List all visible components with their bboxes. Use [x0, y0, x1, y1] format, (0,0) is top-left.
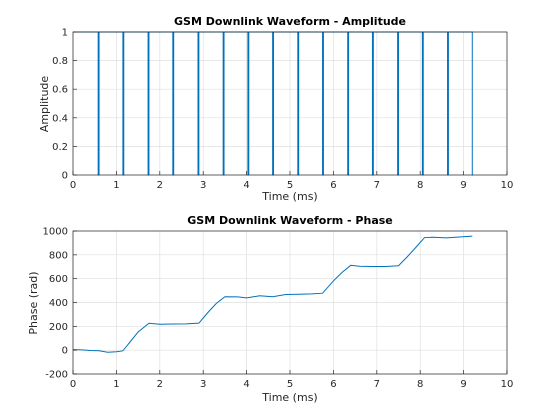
phase-ytick-label: -200 — [45, 370, 68, 381]
phase-xtick-label: 3 — [200, 379, 206, 390]
amplitude-xtick-label: 5 — [287, 180, 293, 191]
amplitude-xtick-label: 7 — [374, 180, 380, 191]
amplitude-xtick-label: 4 — [243, 180, 249, 191]
phase-xtick-label: 7 — [374, 379, 380, 390]
phase-trace-group — [72, 235, 473, 353]
amplitude-xtick-label: 2 — [157, 180, 163, 191]
phase-ytick-label: 0 — [62, 346, 68, 357]
amplitude-xtick-label: 8 — [417, 180, 423, 191]
amplitude-title: GSM Downlink Waveform - Amplitude — [174, 15, 406, 28]
amplitude-xtick-label: 1 — [113, 180, 119, 191]
phase-xtick-label: 6 — [330, 379, 336, 390]
amplitude-xtick-label: 3 — [200, 180, 206, 191]
phase-ylabel: Phase (rad) — [27, 271, 40, 334]
phase-y-ticks: -200 0 200 400 600 800 1000 — [43, 227, 77, 381]
phase-title: GSM Downlink Waveform - Phase — [187, 214, 393, 227]
phase-xtick-label: 4 — [243, 379, 249, 390]
amplitude-grid — [72, 31, 508, 176]
phase-xtick-label: 8 — [417, 379, 423, 390]
amplitude-ytick-label: 0.6 — [52, 85, 68, 96]
amplitude-xtick-label: 0 — [70, 180, 76, 191]
amplitude-ytick-label: 0.4 — [52, 113, 68, 124]
phase-ytick-label: 600 — [49, 274, 68, 285]
amplitude-trace-group — [73, 31, 474, 176]
phase-xtick-label: 2 — [157, 379, 163, 390]
amplitude-xtick-label: 6 — [330, 180, 336, 191]
amplitude-ylabel: Amplitude — [38, 76, 51, 133]
amplitude-series-line — [73, 31, 474, 176]
phase-xtick-label: 1 — [113, 379, 119, 390]
amplitude-x-ticks: 0 1 2 3 4 5 6 7 8 9 10 — [70, 171, 514, 191]
phase-xtick-label: 9 — [460, 379, 466, 390]
phase-x-ticks: 0 1 2 3 4 5 6 7 8 9 10 — [70, 370, 514, 390]
phase-series-line — [72, 235, 473, 353]
amplitude-subplot: GSM Downlink Waveform - Amplitude 0 1 2 3 4 5… — [38, 15, 513, 203]
phase-xtick-label: 0 — [70, 379, 76, 390]
phase-xtick-label: 5 — [287, 379, 293, 390]
amplitude-ytick-label: 0 — [62, 171, 68, 182]
phase-xlabel: Time (ms) — [261, 391, 317, 404]
amplitude-xtick-label: 10 — [501, 180, 514, 191]
amplitude-y-ticks: 0 0.2 0.4 0.6 0.8 1 — [52, 28, 77, 182]
phase-subplot: GSM Downlink Waveform - Phase 0 1 2 3 4 5 6 7 8 9… — [27, 214, 513, 404]
phase-ytick-label: 1000 — [43, 227, 68, 238]
phase-grid — [72, 230, 508, 375]
phase-xtick-label: 10 — [501, 379, 514, 390]
phase-ytick-label: 400 — [49, 298, 68, 309]
phase-ytick-label: 200 — [49, 322, 68, 333]
amplitude-ytick-label: 0.8 — [52, 56, 68, 67]
phase-ytick-label: 800 — [49, 250, 68, 261]
amplitude-ytick-label: 0.2 — [52, 142, 68, 153]
amplitude-xtick-label: 9 — [460, 180, 466, 191]
amplitude-ytick-label: 1 — [62, 28, 68, 39]
amplitude-xlabel: Time (ms) — [261, 190, 317, 203]
